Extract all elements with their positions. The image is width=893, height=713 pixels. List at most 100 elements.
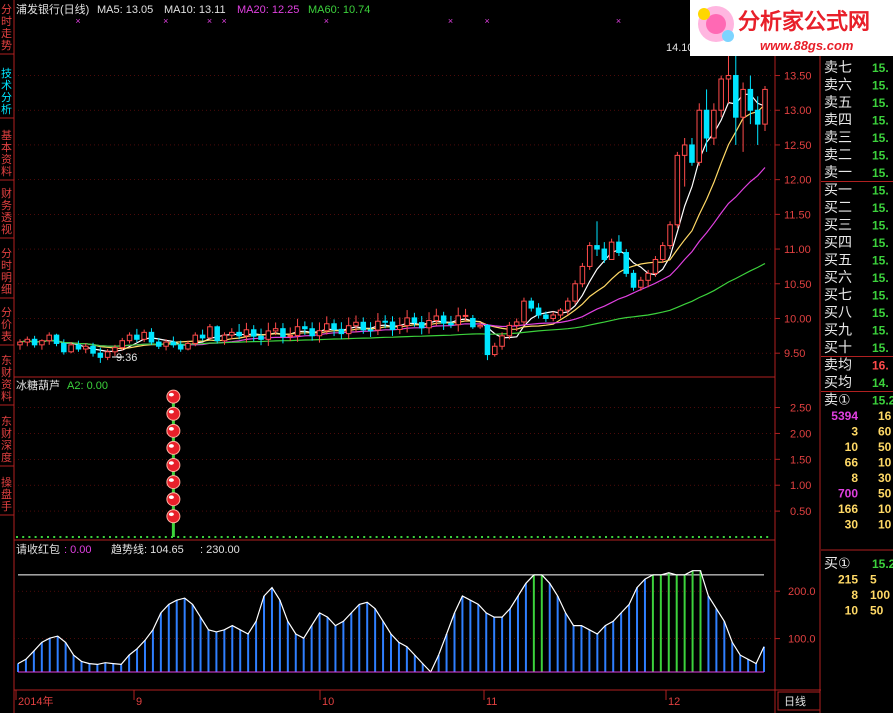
baseline-dot: [729, 536, 731, 538]
order-label: 买八: [824, 304, 852, 320]
baseline-dot: [574, 536, 576, 538]
baseline-dot: [59, 536, 62, 538]
baseline-dot: [183, 536, 186, 538]
candle-body: [17, 341, 23, 346]
candle-body: [280, 328, 286, 337]
price-tick-label: 12.50: [784, 140, 812, 152]
buy-row: 买四 15.: [824, 234, 889, 250]
baseline-dot: [654, 536, 657, 538]
candle-body: [265, 330, 272, 340]
order-price: 15.: [872, 219, 889, 233]
candle-body: [302, 326, 308, 330]
date-tick-label: 12: [668, 696, 680, 708]
order-price: 15.2: [872, 394, 893, 408]
queue-volume: 215: [838, 573, 858, 587]
order-label: 卖五: [824, 94, 852, 110]
candle-body: [601, 248, 608, 260]
baseline-dot: [741, 536, 744, 538]
tanghulu-ball: [166, 509, 181, 524]
order-price: 15.: [872, 341, 889, 355]
indicator2-axis: 100.0 200.0: [775, 586, 816, 646]
candle-body: [39, 340, 45, 346]
candle-body: [418, 322, 425, 329]
baseline-dot: [456, 536, 459, 538]
baseline-dot: [313, 536, 316, 538]
baseline-dot: [214, 536, 217, 538]
queue-volume: 5394: [831, 409, 858, 423]
candle-body: [404, 317, 410, 327]
order-label: 卖均: [824, 357, 852, 373]
side-tab-char: 析: [1, 102, 12, 116]
side-tab-8[interactable]: 操盘手: [1, 475, 12, 513]
order-label: 买二: [824, 199, 852, 215]
baseline-dot: [530, 536, 533, 538]
baseline-dot: [481, 536, 483, 538]
candle-body: [126, 334, 133, 342]
price-tick-label: 13.50: [784, 71, 812, 83]
queue-volume: 8: [851, 588, 858, 602]
buy-row: 买七 15.: [824, 287, 889, 303]
tanghulu-ball: [166, 389, 181, 404]
baseline-dot: [301, 536, 304, 538]
baseline-dot: [716, 536, 719, 538]
side-tab-char: 细: [1, 283, 12, 296]
baseline-dot: [667, 536, 669, 538]
signal-cross: ×: [616, 16, 621, 26]
candle-body: [236, 331, 242, 337]
sell-row: 卖五 15.: [824, 94, 889, 110]
queue-volume: 30: [845, 518, 859, 532]
side-tab-5[interactable]: 分价表: [1, 306, 12, 343]
sell1-queue-row: 166 10: [838, 502, 892, 516]
side-tab-char: 本: [1, 140, 12, 154]
candle-body: [630, 272, 637, 288]
queue-volume: 10: [845, 604, 859, 618]
side-tab-char: 表: [1, 329, 12, 343]
baseline-dot: [518, 536, 521, 538]
baseline-dot: [388, 536, 390, 538]
candle-body: [725, 75, 732, 80]
candle-body: [199, 334, 206, 339]
indicator1-tick-label: 1.00: [790, 480, 811, 492]
candle-body: [667, 224, 673, 247]
indicator1-tick-label: 2.00: [790, 428, 811, 440]
candle-body: [112, 347, 118, 353]
order-label: 卖二: [824, 147, 852, 163]
baseline-dot: [493, 536, 496, 538]
indicator1-tick-label: 1.50: [790, 454, 811, 466]
candle-body: [565, 300, 571, 311]
baseline-dot: [22, 536, 25, 538]
order-price: 15.: [872, 79, 889, 93]
candle-body: [177, 344, 184, 350]
price-tick-label: 10.00: [784, 313, 812, 325]
trend-line: [17, 570, 765, 674]
buy-row: 买一 15.: [824, 182, 889, 198]
order-price: 15.: [872, 114, 889, 128]
buy1-queue-row: 215 5: [838, 573, 877, 587]
order-label: 买一: [824, 182, 852, 198]
order-label: 卖三: [824, 129, 852, 145]
candle-body: [645, 272, 651, 281]
candle-body: [440, 315, 447, 324]
buy-row: 买八 15.: [824, 304, 889, 320]
period-label[interactable]: 日线: [784, 694, 806, 708]
baseline-dot: [47, 536, 49, 538]
candle-body: [638, 279, 644, 288]
candle-body: [53, 334, 60, 344]
queue-orders: 60: [878, 425, 892, 439]
period-tab[interactable]: [777, 691, 821, 711]
avg-buy-row: 买均 14.: [824, 374, 889, 390]
side-tab-char: 明: [1, 271, 12, 284]
candle-body: [718, 78, 724, 111]
candle-body: [491, 345, 498, 356]
baseline-dot: [760, 536, 762, 538]
indicator2-trend: 趋势线: 104.65: [111, 542, 184, 556]
baseline-dot: [146, 536, 149, 538]
